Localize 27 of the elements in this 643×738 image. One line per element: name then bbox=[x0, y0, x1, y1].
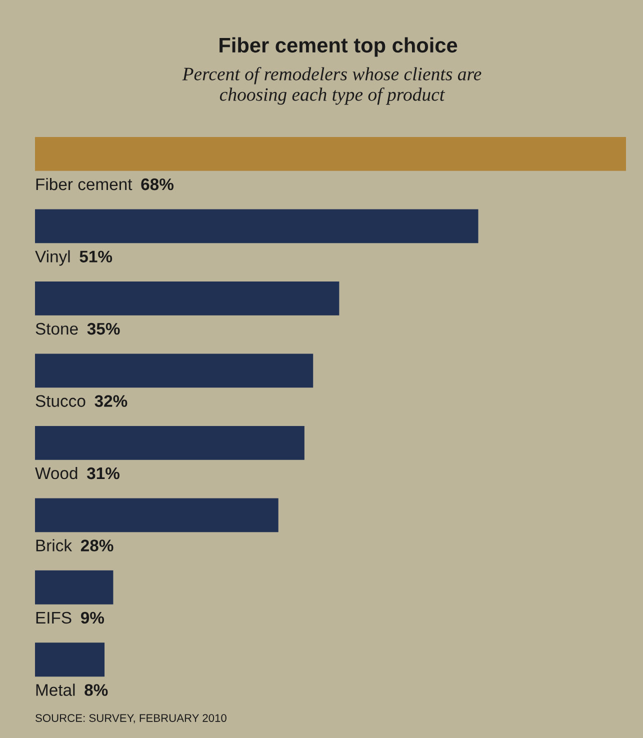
data-label: 9% bbox=[80, 612, 104, 624]
bar bbox=[35, 354, 314, 388]
data-label: 28% bbox=[80, 540, 114, 552]
annotation: SOURCE: SURVEY, FEBRUARY 2010 bbox=[36, 714, 226, 724]
data-label: 31% bbox=[86, 467, 120, 480]
bar bbox=[35, 426, 304, 460]
bar bbox=[35, 642, 105, 677]
bar bbox=[35, 498, 278, 532]
y-tick-label: Brick bbox=[36, 539, 72, 552]
data-label: 68% bbox=[141, 178, 174, 190]
data-label: 8% bbox=[84, 684, 108, 696]
bar bbox=[35, 209, 478, 244]
y-tick-label: Stucco bbox=[36, 395, 86, 407]
chart-subtitle: Percent of remodelers whose clients are choosing each type of product bbox=[182, 67, 482, 105]
chart-title: Fiber cement top choice bbox=[220, 37, 458, 57]
y-tick-label: Wood bbox=[35, 466, 78, 480]
y-tick-label: Metal bbox=[36, 684, 75, 696]
bar bbox=[35, 281, 340, 316]
bar bbox=[35, 136, 626, 171]
data-label: 51% bbox=[80, 250, 112, 262]
bar bbox=[35, 570, 114, 604]
y-tick-label: Stone bbox=[36, 322, 78, 335]
data-label: 32% bbox=[94, 395, 128, 407]
y-tick-label: Vinyl bbox=[35, 250, 70, 266]
y-tick-label: EIFS bbox=[36, 612, 72, 624]
data-label: 35% bbox=[87, 322, 120, 335]
y-tick-label: Fiber cement bbox=[36, 178, 132, 190]
